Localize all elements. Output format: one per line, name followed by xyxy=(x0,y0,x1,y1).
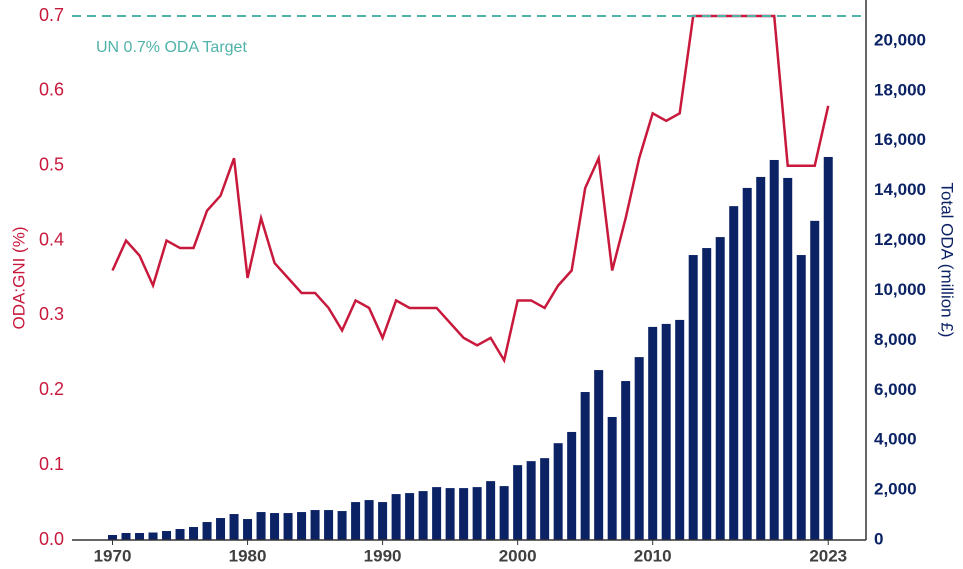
bar xyxy=(229,514,239,540)
bar xyxy=(810,220,820,540)
bar xyxy=(175,529,185,540)
x-tick-label: 1980 xyxy=(229,546,267,565)
bar xyxy=(378,502,388,540)
bar xyxy=(634,357,644,540)
bar xyxy=(405,493,415,540)
bar xyxy=(459,488,469,540)
bar xyxy=(499,486,509,540)
y-tick-label: 0.3 xyxy=(39,304,64,324)
bar xyxy=(702,248,712,541)
y2-tick-label: 18,000 xyxy=(874,80,926,99)
bar xyxy=(594,370,604,540)
bar xyxy=(607,416,617,540)
bar xyxy=(513,465,523,540)
x-tick-label: 2023 xyxy=(809,546,847,565)
bar xyxy=(823,156,833,540)
y-tick-label: 0.1 xyxy=(39,454,64,474)
bar xyxy=(324,510,334,540)
bar xyxy=(432,487,442,540)
bar xyxy=(391,494,401,540)
bar xyxy=(337,511,347,540)
bar xyxy=(486,481,496,540)
bar xyxy=(148,532,158,540)
y2-tick-label: 14,000 xyxy=(874,180,926,199)
y2-axis-title: Total ODA (million £) xyxy=(938,183,957,338)
bar xyxy=(283,513,293,540)
bar xyxy=(297,512,307,540)
y2-tick-label: 20,000 xyxy=(874,30,926,49)
y-tick-label: 0.4 xyxy=(39,229,64,249)
bar xyxy=(270,513,280,540)
bar xyxy=(729,206,739,540)
bar xyxy=(756,176,766,540)
y-tick-label: 0.0 xyxy=(39,529,64,549)
y2-tick-label: 8,000 xyxy=(874,330,917,349)
y-tick-label: 0.2 xyxy=(39,379,64,399)
bar xyxy=(715,237,725,540)
bar xyxy=(796,255,806,540)
bar xyxy=(310,510,320,540)
bar xyxy=(364,500,374,540)
bar xyxy=(648,326,658,540)
bar xyxy=(742,187,752,540)
bar xyxy=(661,323,671,540)
bar xyxy=(108,535,118,540)
bar xyxy=(621,381,631,540)
x-tick-label: 2000 xyxy=(499,546,537,565)
y2-tick-label: 4,000 xyxy=(874,430,917,449)
y2-tick-label: 16,000 xyxy=(874,130,926,149)
bar xyxy=(472,487,482,540)
y2-tick-label: 10,000 xyxy=(874,280,926,299)
bar xyxy=(135,533,145,540)
x-tick-label: 2010 xyxy=(634,546,672,565)
x-tick-label: 1970 xyxy=(94,546,132,565)
bar xyxy=(243,519,253,540)
bar xyxy=(580,392,590,540)
y2-tick-label: 2,000 xyxy=(874,480,917,499)
target-label: UN 0.7% ODA Target xyxy=(96,39,247,56)
bar xyxy=(769,159,779,541)
bar xyxy=(162,531,172,540)
bar xyxy=(351,502,361,540)
bar xyxy=(189,527,199,540)
bar xyxy=(567,431,577,540)
bar xyxy=(256,512,266,540)
y-axis-title: ODA:GNI (%) xyxy=(9,227,28,330)
x-tick-label: 1990 xyxy=(364,546,402,565)
bar xyxy=(121,533,131,540)
y-tick-label: 0.7 xyxy=(39,5,64,25)
bar xyxy=(675,319,685,540)
y-tick-label: 0.6 xyxy=(39,80,64,100)
y-tick-label: 0.5 xyxy=(39,154,64,174)
bar xyxy=(783,177,793,540)
bar xyxy=(688,255,698,540)
bar xyxy=(540,458,550,540)
y2-tick-label: 6,000 xyxy=(874,380,917,399)
y2-tick-label: 0 xyxy=(874,529,883,548)
bar xyxy=(418,491,428,540)
bar xyxy=(202,522,212,540)
y2-tick-label: 12,000 xyxy=(874,230,926,249)
bar xyxy=(526,461,536,540)
bar xyxy=(445,488,455,540)
bar xyxy=(553,443,563,540)
bar xyxy=(216,518,226,540)
